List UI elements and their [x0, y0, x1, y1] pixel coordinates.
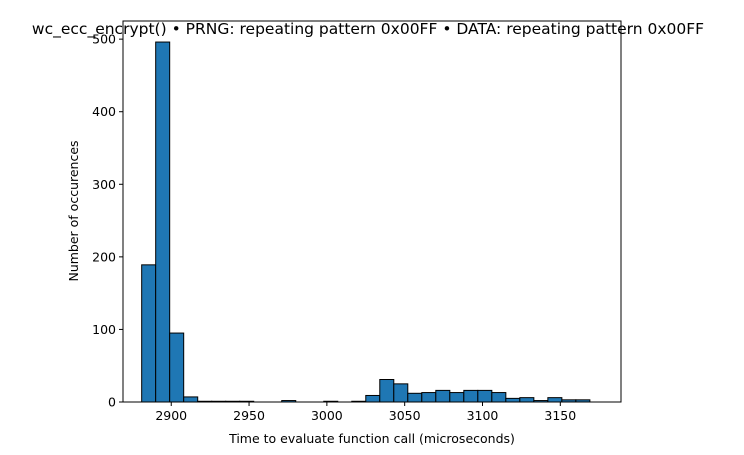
histogram-bar — [477, 389, 493, 403]
y-tick-label: 200 — [92, 249, 116, 264]
chart-title: wc_ecc_encrypt() • PRNG: repeating patte… — [32, 20, 704, 39]
histogram-bar — [141, 264, 157, 403]
histogram-bar — [183, 396, 199, 403]
y-tick-label: 0 — [108, 395, 116, 410]
histogram-bar — [435, 389, 451, 403]
histogram-bar — [547, 397, 563, 403]
y-axis-ticks: 0 100 200 300 400 500 — [92, 32, 123, 410]
x-tick-label: 3150 — [544, 408, 576, 423]
histogram-bar — [421, 392, 437, 403]
x-tick-label: 3100 — [467, 408, 499, 423]
histogram-bar — [169, 332, 185, 403]
x-tick-label: 3000 — [311, 408, 343, 423]
x-axis-ticks: 2900 2950 3000 3050 3100 3150 — [155, 402, 576, 423]
y-tick-label: 100 — [92, 322, 116, 337]
y-tick-label: 400 — [92, 104, 116, 119]
y-axis-label: Number of occurences — [66, 140, 81, 281]
histogram-bar — [365, 394, 381, 403]
x-tick-label: 2950 — [233, 408, 265, 423]
x-tick-label: 2900 — [155, 408, 187, 423]
y-tick-label: 300 — [92, 177, 116, 192]
histogram-bar — [519, 397, 535, 403]
histogram-bar — [491, 392, 507, 403]
histogram-bar — [393, 383, 409, 403]
histogram-bar — [155, 41, 171, 403]
histogram-bar — [449, 392, 465, 403]
histogram-bar — [379, 379, 395, 403]
histogram-bar — [407, 392, 423, 403]
x-axis-label: Time to evaluate function call (microsec… — [228, 431, 515, 446]
x-tick-label: 3050 — [389, 408, 421, 423]
y-tick-label: 500 — [92, 32, 116, 47]
bars-group — [141, 41, 591, 403]
plot-frame — [122, 20, 622, 403]
histogram-bar — [463, 389, 479, 403]
histogram-bar — [505, 397, 521, 403]
